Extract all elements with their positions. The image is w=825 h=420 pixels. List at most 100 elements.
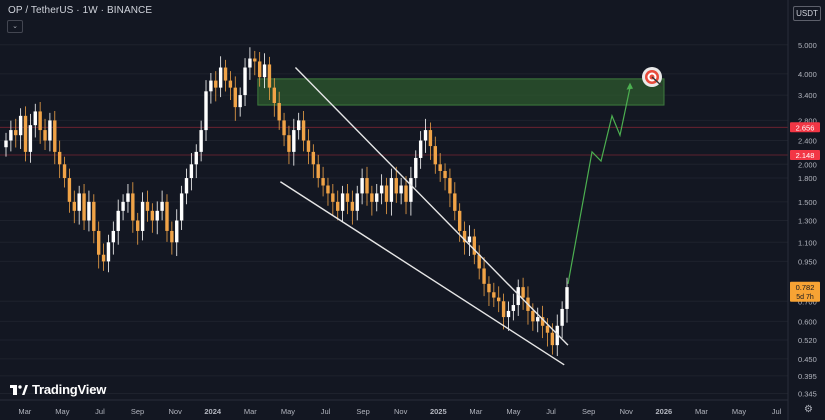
candle-body bbox=[531, 310, 535, 322]
price-tick-label: 2.000 bbox=[798, 160, 817, 169]
candle-body bbox=[482, 268, 486, 284]
candle-body bbox=[257, 61, 262, 78]
candle-body bbox=[311, 151, 316, 165]
candle-body bbox=[38, 111, 42, 131]
candle-body bbox=[267, 64, 272, 88]
candle-body bbox=[111, 230, 116, 243]
candle-body bbox=[306, 140, 311, 152]
candle-body bbox=[404, 185, 408, 202]
candle-body bbox=[9, 130, 13, 141]
candle-body bbox=[438, 164, 442, 172]
candle-body bbox=[555, 325, 559, 346]
time-tick-label: 2024 bbox=[204, 407, 222, 416]
candle-body bbox=[301, 120, 306, 141]
candle-body bbox=[272, 87, 277, 103]
candle-body bbox=[277, 102, 281, 121]
candle-body bbox=[389, 178, 394, 202]
resistance-zone bbox=[257, 78, 665, 106]
candle-body bbox=[394, 178, 398, 194]
candle-body bbox=[214, 80, 218, 88]
chevron-down-icon[interactable]: ⌄ bbox=[7, 20, 23, 33]
time-tick-label: Mar bbox=[695, 407, 708, 416]
candle-body bbox=[472, 236, 477, 255]
time-tick-label: May bbox=[55, 407, 69, 416]
candle-body bbox=[18, 115, 23, 136]
candle-body bbox=[136, 220, 140, 231]
candle-body bbox=[355, 193, 359, 211]
candle-body bbox=[340, 193, 345, 211]
time-tick-label: Mar bbox=[244, 407, 257, 416]
candle-body bbox=[106, 242, 111, 262]
candle-body bbox=[233, 87, 237, 108]
candle-body bbox=[433, 146, 437, 165]
tradingview-logo[interactable]: TradingView bbox=[10, 382, 106, 397]
candle-body bbox=[457, 210, 462, 231]
price-label-text: 0.782 bbox=[796, 283, 815, 292]
price-tick-label: 1.100 bbox=[798, 238, 817, 247]
price-label-box bbox=[790, 281, 820, 302]
candle-body bbox=[199, 130, 203, 152]
candle-body bbox=[350, 201, 355, 211]
candle-body bbox=[331, 193, 335, 202]
candle-body bbox=[67, 178, 72, 202]
price-label-countdown: 5d 7h bbox=[796, 294, 814, 301]
time-tick-label: Nov bbox=[168, 407, 182, 416]
candle-body bbox=[428, 130, 433, 147]
candle-body bbox=[48, 120, 52, 141]
candle-body bbox=[521, 287, 525, 298]
candle-body bbox=[462, 230, 467, 243]
candle-body bbox=[165, 201, 169, 231]
price-tick-label: 1.800 bbox=[798, 174, 817, 183]
time-tick-label: Mar bbox=[469, 407, 482, 416]
candle-body bbox=[248, 58, 252, 68]
candle-body bbox=[296, 120, 301, 131]
candle-body bbox=[282, 120, 286, 136]
candle-body bbox=[540, 317, 545, 326]
price-label-box bbox=[790, 122, 820, 133]
price-tick-label: 0.520 bbox=[798, 336, 817, 345]
horizontal-levels bbox=[0, 126, 788, 156]
time-tick-label: Jul bbox=[546, 407, 556, 416]
time-tick-label: Sep bbox=[356, 407, 369, 416]
candle-body bbox=[409, 178, 413, 202]
candle-body bbox=[492, 292, 496, 298]
candle-body bbox=[72, 201, 76, 211]
candle-body bbox=[150, 210, 155, 221]
candle-body bbox=[175, 220, 179, 243]
candle-body bbox=[101, 254, 106, 262]
candle-body bbox=[467, 236, 472, 243]
candle-body bbox=[209, 80, 213, 92]
price-label-box bbox=[790, 149, 820, 160]
time-axis[interactable]: Mar May Jul Sep Nov 2024 Mar May Jul Sep Nov 2025 Ma… bbox=[0, 0, 789, 420]
candle-body bbox=[516, 287, 520, 306]
candle-body bbox=[560, 308, 564, 326]
currency-button[interactable]: USDT bbox=[793, 6, 821, 21]
time-tick-label: Mar bbox=[18, 407, 31, 416]
candle-body bbox=[116, 210, 120, 231]
candle-body bbox=[321, 178, 325, 186]
candle-body bbox=[189, 164, 194, 179]
target-icon bbox=[642, 67, 663, 87]
price-tick-label: 2.800 bbox=[798, 116, 817, 125]
time-tick-label: May bbox=[281, 407, 295, 416]
price-tick-label: 0.450 bbox=[798, 355, 817, 364]
candle-body bbox=[262, 64, 267, 78]
price-gridlines bbox=[0, 44, 788, 395]
price-tick-label: 5.000 bbox=[798, 41, 817, 50]
candle-body bbox=[565, 287, 569, 309]
price-tick-label: 2.400 bbox=[798, 137, 817, 146]
candle-body bbox=[365, 178, 369, 194]
time-tick-label: May bbox=[506, 407, 520, 416]
candle-body bbox=[545, 325, 550, 333]
candle-body bbox=[506, 310, 511, 318]
price-axis[interactable]: 5.000 4.000 3.400 2.800 2.400 2.000 1.800 1.500… bbox=[798, 41, 817, 399]
gear-icon[interactable]: ⚙ bbox=[804, 404, 813, 415]
time-tick-label: Sep bbox=[131, 407, 144, 416]
candle-body bbox=[497, 297, 501, 302]
candle-body bbox=[414, 157, 418, 179]
wedge-upper-trendline bbox=[294, 67, 569, 346]
candle-body bbox=[487, 283, 491, 293]
price-tick-label: 4.000 bbox=[798, 70, 817, 79]
price-tick-label: 1.500 bbox=[798, 198, 817, 207]
